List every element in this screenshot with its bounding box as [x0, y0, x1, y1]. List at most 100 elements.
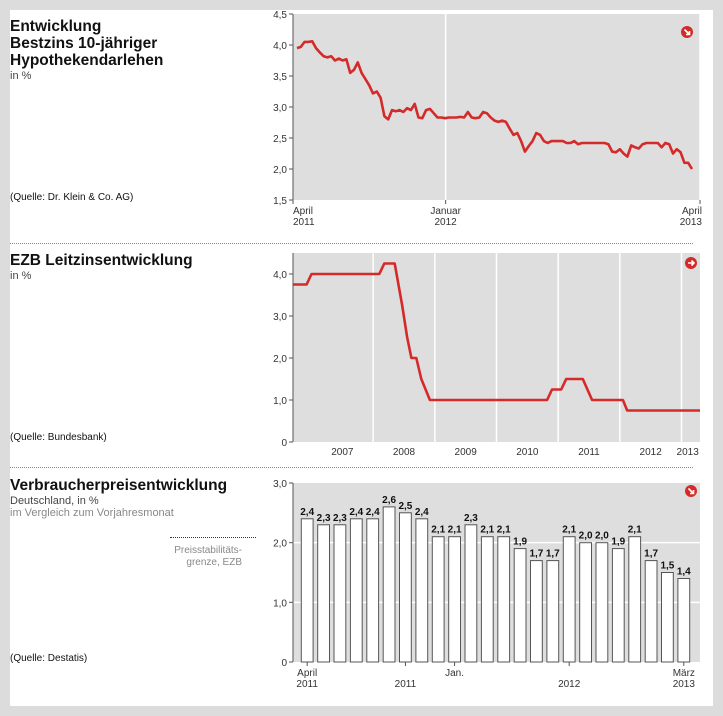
x-tick-label: 2013 [673, 679, 696, 690]
bar-value-label: 2,1 [431, 525, 445, 536]
x-tick-label: Januar [430, 206, 461, 217]
panel2-source: (Quelle: Bundesbank) [10, 432, 107, 443]
panel3-title: Verbraucherpreisentwicklung [10, 477, 228, 494]
y-tick-label: 2,5 [273, 134, 287, 145]
panel1-title-line1: Entwicklung [10, 18, 102, 35]
x-tick-label: 2012 [640, 447, 663, 458]
y-tick-label: 3,5 [273, 72, 287, 83]
bar-value-label: 1,4 [677, 567, 691, 578]
panel1-heading: Entwicklung Bestzins 10-jähriger Hypothe… [10, 18, 260, 82]
y-tick-label: 4,0 [273, 41, 287, 52]
panel2-unit: in % [10, 270, 32, 282]
stability-threshold-note: Preisstabilitäts- grenze, EZB [162, 545, 242, 569]
x-tick-label: 2010 [516, 447, 539, 458]
bar-value-label: 1,9 [611, 537, 625, 548]
x-tick-label: 2011 [293, 217, 315, 228]
bar [366, 518, 380, 663]
y-tick-label: 1,0 [273, 598, 287, 609]
note-line2: grenze, EZB [186, 557, 242, 568]
bar [661, 572, 674, 663]
separator-1 [10, 243, 693, 244]
bar [399, 512, 412, 663]
x-tick-label: April [293, 206, 313, 217]
panel3-source: (Quelle: Destatis) [10, 653, 88, 664]
panel1-unit: in % [10, 70, 32, 82]
y-tick-label: 3,0 [273, 479, 287, 490]
separator-2 [10, 467, 693, 468]
stability-threshold-marker [170, 537, 256, 538]
bar [431, 536, 445, 663]
bar [497, 536, 511, 663]
arrow-down-right-icon [681, 26, 693, 38]
arrow-right-icon [685, 257, 697, 269]
bar [579, 542, 593, 663]
bar [546, 560, 560, 663]
panel2-heading: EZB Leitzinsentwicklung in % [10, 252, 260, 282]
y-tick-label: 4,5 [273, 10, 287, 21]
x-tick-label: 2011 [296, 679, 318, 690]
x-tick-label: März [673, 668, 695, 679]
y-tick-label: 0 [281, 658, 287, 669]
x-tick-label: 2013 [677, 447, 700, 458]
panel3-subtitle: im Vergleich zum Vorjahresmonat [10, 507, 174, 519]
bar-value-label: 2,0 [579, 531, 593, 542]
bar-value-label: 2,4 [300, 507, 314, 518]
bar [349, 518, 363, 663]
bar [644, 560, 658, 663]
bar-value-label: 1,9 [513, 537, 527, 548]
bar [317, 524, 331, 663]
bar [595, 542, 609, 663]
ecb-rate-chart: 4,0 3,0 2,0 1,0 0 2007 2008 2009 2010 2011 2012 201… [273, 253, 700, 458]
y-tick-label: 0 [281, 438, 287, 449]
bar-value-label: 2,3 [464, 513, 478, 524]
note-line1: Preisstabilitäts- [174, 545, 242, 556]
arrow-down-right-icon [685, 485, 697, 497]
bar-value-label: 2,1 [480, 525, 494, 536]
mortgage-rate-chart: 4,54,03,53,02,52,01,5April2011Januar2012… [273, 10, 702, 228]
bar [333, 524, 347, 663]
x-tick-label: April [682, 206, 702, 217]
bar [300, 518, 314, 663]
bar [530, 560, 543, 663]
y-tick-label: 1,5 [273, 196, 287, 207]
bar-value-label: 2,3 [333, 513, 347, 524]
bar [628, 536, 642, 663]
x-tick-label: 2007 [331, 447, 354, 458]
x-tick-label: 2009 [455, 447, 478, 458]
plot-area [293, 14, 700, 200]
bar-value-label: 2,0 [595, 531, 609, 542]
bar-value-label: 1,5 [660, 561, 674, 572]
x-tick-label: Jan. [445, 668, 464, 679]
y-tick-label: 3,0 [273, 312, 287, 323]
bar-value-label: 2,1 [628, 525, 642, 536]
bar-value-label: 2,1 [497, 525, 511, 536]
bar [513, 548, 527, 663]
panel1-title-line2: Bestzins 10-jähriger [10, 35, 158, 52]
x-tick-label: 2011 [578, 447, 600, 458]
bar [382, 506, 396, 663]
bar-value-label: 1,7 [529, 549, 543, 560]
y-tick-label: 1,0 [273, 396, 287, 407]
bar-value-label: 2,6 [382, 495, 396, 506]
x-tick-label: 2011 [395, 679, 417, 690]
inflation-chart: 3,02,01,002,42,3 2,32,4 2,42,62,52,42,1 2,1… [273, 479, 700, 690]
bar-value-label: 2,5 [398, 501, 412, 512]
series-line-mortgage-rate [296, 39, 694, 170]
bar-value-label: 2,3 [317, 513, 331, 524]
bar-value-label: 2,4 [366, 507, 380, 518]
x-tick-label: 2012 [435, 217, 458, 228]
bar [415, 518, 429, 663]
y-tick-label: 2,0 [273, 354, 287, 365]
bar [562, 536, 576, 663]
series-line-ecb-rate [293, 262, 700, 412]
bar-value-label: 2,1 [562, 525, 576, 536]
y-tick-label: 3,0 [273, 103, 287, 114]
y-tick-label: 4,0 [273, 270, 287, 281]
x-tick-label: 2012 [558, 679, 581, 690]
y-tick-label: 2,0 [273, 165, 287, 176]
panel1-title-line3: Hypothekendarlehen [10, 52, 164, 69]
bar-value-label: 2,4 [415, 507, 429, 518]
bar-value-label: 1,7 [546, 549, 560, 560]
bar [677, 578, 691, 663]
bar [480, 536, 494, 663]
